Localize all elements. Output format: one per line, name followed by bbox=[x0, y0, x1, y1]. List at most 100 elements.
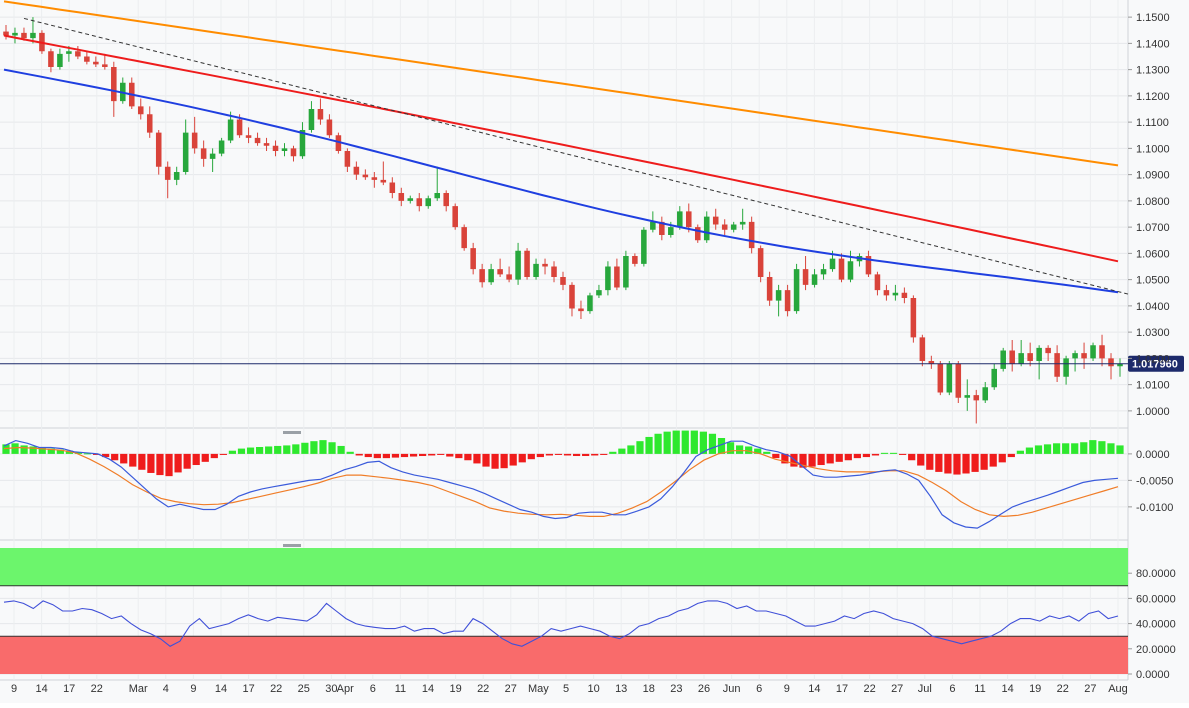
candle-body bbox=[93, 61, 99, 65]
candle bbox=[461, 224, 467, 251]
candle bbox=[569, 282, 575, 317]
macd-histogram-bar bbox=[464, 453, 472, 461]
macd-panel[interactable] bbox=[2, 430, 1124, 529]
macd-histogram-bar bbox=[636, 441, 644, 454]
moving-average-line bbox=[3, 34, 1119, 263]
candle-body bbox=[515, 250, 521, 280]
candle-body bbox=[1090, 345, 1096, 359]
macd-histogram-bar bbox=[935, 453, 943, 472]
candle-body bbox=[596, 290, 602, 296]
macd-histogram-bar bbox=[400, 453, 409, 458]
candle-body bbox=[380, 179, 387, 183]
candle-body bbox=[506, 274, 512, 280]
x-tick-label: 14 bbox=[215, 683, 227, 695]
candle-body bbox=[659, 221, 665, 235]
candle bbox=[937, 361, 944, 396]
candle bbox=[12, 27, 18, 44]
candle-body bbox=[1000, 350, 1006, 369]
candle-body bbox=[910, 298, 917, 338]
candle-body bbox=[551, 266, 557, 277]
candle bbox=[703, 211, 710, 243]
macd-histogram-bar bbox=[889, 452, 898, 454]
candle bbox=[964, 379, 971, 411]
macd-histogram-bar bbox=[627, 445, 635, 454]
candle bbox=[497, 258, 503, 277]
candle bbox=[443, 190, 449, 212]
candle bbox=[838, 253, 845, 283]
candle-body bbox=[587, 295, 593, 312]
candle-body bbox=[479, 269, 485, 283]
macd-histogram-bar bbox=[156, 453, 164, 476]
macd-histogram-bar bbox=[645, 436, 653, 454]
y-tick-label: 1.1500 bbox=[1136, 12, 1170, 24]
macd-histogram-bar bbox=[654, 433, 662, 454]
candle bbox=[1099, 334, 1105, 367]
macd-histogram-bar bbox=[11, 443, 19, 454]
candle bbox=[811, 269, 818, 288]
x-tick-label: May bbox=[528, 683, 549, 695]
candle-body bbox=[641, 229, 647, 264]
candle-body bbox=[865, 256, 872, 275]
price-panel[interactable]: 1.017960 bbox=[0, 0, 1184, 424]
candle bbox=[389, 177, 396, 199]
y-tick-label: 1.1200 bbox=[1136, 91, 1170, 103]
candle-body bbox=[964, 395, 971, 398]
candle bbox=[209, 148, 216, 172]
candle-body bbox=[1108, 358, 1114, 367]
candle-body bbox=[757, 248, 764, 277]
candle bbox=[614, 258, 620, 291]
candle-body bbox=[111, 67, 117, 102]
macd-histogram-bar bbox=[663, 431, 671, 454]
candle bbox=[632, 253, 638, 267]
rsi-panel[interactable] bbox=[0, 548, 1128, 674]
macd-histogram-bar bbox=[364, 453, 372, 458]
macd-histogram-bar bbox=[509, 453, 517, 466]
candle bbox=[766, 271, 773, 306]
y-tick-label: 1.1000 bbox=[1136, 143, 1170, 155]
candle bbox=[335, 132, 342, 154]
candle-body bbox=[497, 269, 503, 275]
x-tick-label: 25 bbox=[298, 683, 310, 695]
macd-histogram-bar bbox=[781, 453, 789, 464]
candle bbox=[488, 263, 494, 285]
x-tick-label: 18 bbox=[643, 683, 655, 695]
y-tick-label: -0.0050 bbox=[1136, 475, 1173, 487]
candle-body bbox=[434, 193, 440, 199]
candle bbox=[1108, 353, 1114, 380]
candle-body bbox=[1045, 347, 1051, 354]
candle-body bbox=[703, 216, 710, 241]
macd-histogram-bar bbox=[500, 453, 508, 469]
candle bbox=[1090, 342, 1096, 361]
candle-body bbox=[775, 290, 782, 301]
x-tick-label: 11 bbox=[974, 683, 985, 695]
candle-body bbox=[1018, 353, 1024, 364]
candle bbox=[434, 166, 440, 201]
rsi-line bbox=[3, 600, 1119, 647]
candle-body bbox=[937, 363, 944, 393]
candle bbox=[290, 145, 297, 162]
macd-histogram-bar bbox=[826, 453, 834, 464]
candle bbox=[317, 98, 324, 125]
candle-body bbox=[928, 361, 935, 364]
candle-body bbox=[173, 172, 180, 180]
x-tick-label: 23 bbox=[670, 683, 682, 695]
macd-histogram-bar bbox=[265, 446, 273, 454]
macd-histogram-bar bbox=[591, 453, 599, 456]
y-tick-label: 1.0800 bbox=[1136, 196, 1170, 208]
macd-histogram-bar bbox=[572, 453, 581, 457]
candle-body bbox=[982, 387, 989, 401]
y-tick-label: 60.0000 bbox=[1136, 593, 1176, 605]
candle-body bbox=[1099, 345, 1105, 359]
candle-body bbox=[389, 182, 396, 193]
candle-body bbox=[12, 32, 18, 36]
macd-line bbox=[3, 439, 1119, 529]
candle-body bbox=[802, 269, 809, 285]
candle bbox=[973, 389, 980, 424]
candle-body bbox=[874, 274, 881, 291]
macd-histogram-bar bbox=[120, 453, 128, 464]
axes: 1.1500 1.1400 1.1300 1.1200 1.1100 1.1000 1.09… bbox=[11, 12, 1176, 695]
candle bbox=[659, 216, 665, 241]
candle-body bbox=[353, 166, 360, 175]
